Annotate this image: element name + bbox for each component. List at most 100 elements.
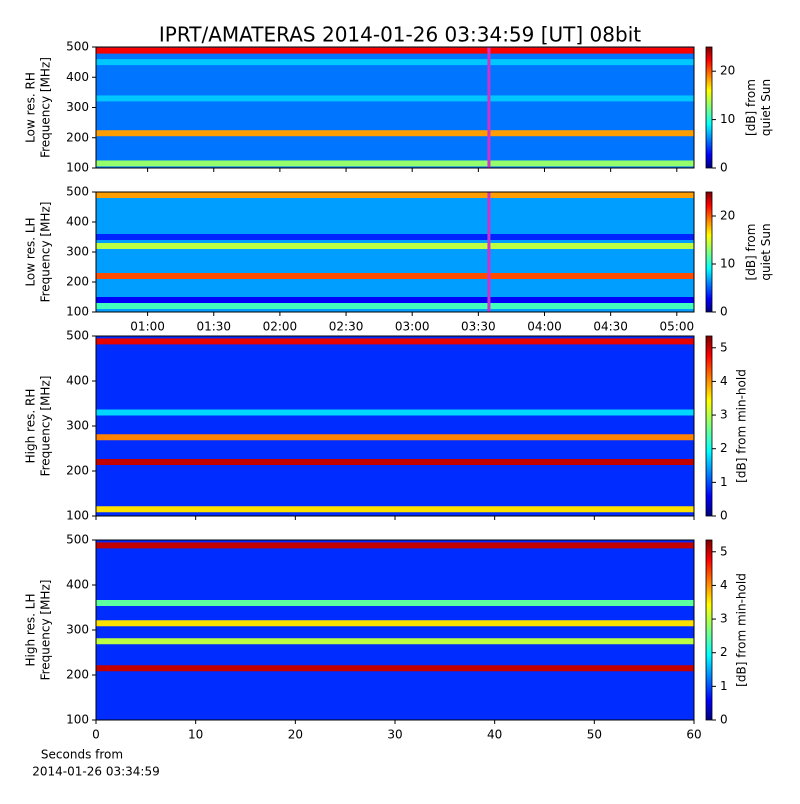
y-tick-label: 200 (66, 668, 89, 682)
emission-band (96, 160, 694, 167)
x-tick-label: 60 (686, 728, 701, 742)
emission-band (96, 192, 694, 198)
colorbar-label: [dB] from min-hold (735, 369, 749, 483)
colorbar-tick-label: 5 (720, 340, 728, 354)
x-tick-label: 01:30 (196, 320, 231, 334)
emission-band (96, 506, 694, 513)
y-tick-label: 100 (66, 713, 89, 727)
emission-band (96, 303, 694, 309)
y-tick-label: 500 (66, 329, 89, 343)
x-tick-label: 03:30 (461, 320, 496, 334)
heatmap-background (96, 336, 694, 516)
x-axis-label: 2014-01-26 03:34:59 (32, 765, 159, 779)
emission-band (96, 297, 694, 303)
emission-band (96, 95, 694, 102)
heatmap-background (96, 47, 694, 168)
x-tick-label: 04:30 (593, 320, 628, 334)
colorbar-tick-label: 0 (720, 713, 728, 727)
x-tick-label: 02:30 (329, 320, 364, 334)
colorbar-tick-label: 0 (720, 509, 728, 523)
colorbar-tick-label: 0 (720, 305, 728, 319)
colorbar (705, 46, 713, 169)
y-tick-label: 200 (66, 464, 89, 478)
y-tick-label: 500 (66, 40, 89, 54)
y-tick-label: 100 (66, 305, 89, 319)
y-axis-label: High res. LH (24, 593, 38, 666)
y-axis-label: Frequency [MHz] (39, 57, 53, 158)
emission-band (96, 409, 694, 416)
y-tick-label: 500 (66, 533, 89, 547)
emission-band (96, 542, 694, 549)
x-tick-label: 04:00 (527, 320, 562, 334)
y-tick-label: 400 (66, 70, 89, 84)
y-tick-label: 400 (66, 578, 89, 592)
heatmap-background (96, 192, 694, 312)
y-axis-label: Low res. RH (24, 72, 38, 143)
chart-title: IPRT/AMATERAS 2014-01-26 03:34:59 [UT] 0… (159, 23, 641, 47)
colorbar-tick-label: 10 (720, 257, 735, 271)
colorbar-tick-label: 2 (720, 441, 728, 455)
emission-band (96, 459, 694, 465)
heatmap-background (96, 540, 694, 720)
x-tick-label: 02:00 (263, 320, 298, 334)
colorbar-tick-label: 0 (720, 161, 728, 175)
colorbar-tick-label: 5 (720, 544, 728, 558)
emission-band (96, 665, 694, 672)
emission-band (96, 273, 694, 279)
colorbar-tick-label: 2 (720, 645, 728, 659)
colorbar-label: quiet Sun (759, 79, 773, 136)
colorbar-tick-label: 1 (720, 679, 728, 693)
colorbar-tick-label: 3 (720, 408, 728, 422)
colorbar-tick-label: 20 (720, 64, 735, 78)
y-tick-label: 200 (66, 130, 89, 144)
emission-band (96, 600, 694, 606)
y-tick-label: 100 (66, 509, 89, 523)
colorbar-label: [dB] from min-hold (735, 573, 749, 687)
x-tick-label: 01:00 (130, 320, 165, 334)
y-tick-label: 300 (66, 623, 89, 637)
y-axis-label: High res. RH (24, 389, 38, 464)
y-axis-label: Frequency [MHz] (39, 376, 53, 477)
y-tick-label: 300 (66, 245, 89, 259)
colorbar (705, 335, 713, 517)
y-axis-label: Frequency [MHz] (39, 202, 53, 303)
y-tick-label: 300 (66, 419, 89, 433)
colorbar (705, 539, 713, 721)
emission-band (96, 47, 694, 54)
y-tick-label: 500 (66, 185, 89, 199)
colorbar-tick-label: 3 (720, 612, 728, 626)
colorbar-tick-label: 1 (720, 475, 728, 489)
emission-band (96, 130, 694, 137)
emission-band (96, 434, 694, 441)
colorbar-label: quiet Sun (759, 223, 773, 280)
y-tick-label: 200 (66, 275, 89, 289)
colorbar-tick-label: 20 (720, 209, 735, 223)
colorbar (705, 191, 713, 313)
y-axis-label: Frequency [MHz] (39, 580, 53, 681)
x-tick-label: 20 (288, 728, 303, 742)
x-axis-label: Seconds from (41, 748, 123, 762)
colorbar-tick-label: 4 (720, 578, 728, 592)
y-tick-label: 400 (66, 215, 89, 229)
y-tick-label: 400 (66, 374, 89, 388)
x-tick-label: 05:00 (660, 320, 695, 334)
x-tick-label: 03:00 (395, 320, 430, 334)
x-tick-label: 10 (188, 728, 203, 742)
emission-band (96, 638, 694, 645)
y-tick-label: 300 (66, 100, 89, 114)
colorbar-label: [dB] from (744, 224, 758, 281)
emission-band (96, 243, 694, 249)
y-axis-label: Low res. LH (24, 217, 38, 286)
emission-band (96, 338, 694, 345)
emission-band (96, 620, 694, 627)
y-tick-label: 100 (66, 161, 89, 175)
x-tick-label: 40 (487, 728, 502, 742)
emission-band (96, 234, 694, 240)
x-tick-label: 50 (587, 728, 602, 742)
emission-band (96, 59, 694, 66)
colorbar-tick-label: 10 (720, 112, 735, 126)
x-tick-label: 0 (92, 728, 100, 742)
colorbar-label: [dB] from (744, 79, 758, 136)
x-tick-label: 30 (387, 728, 402, 742)
